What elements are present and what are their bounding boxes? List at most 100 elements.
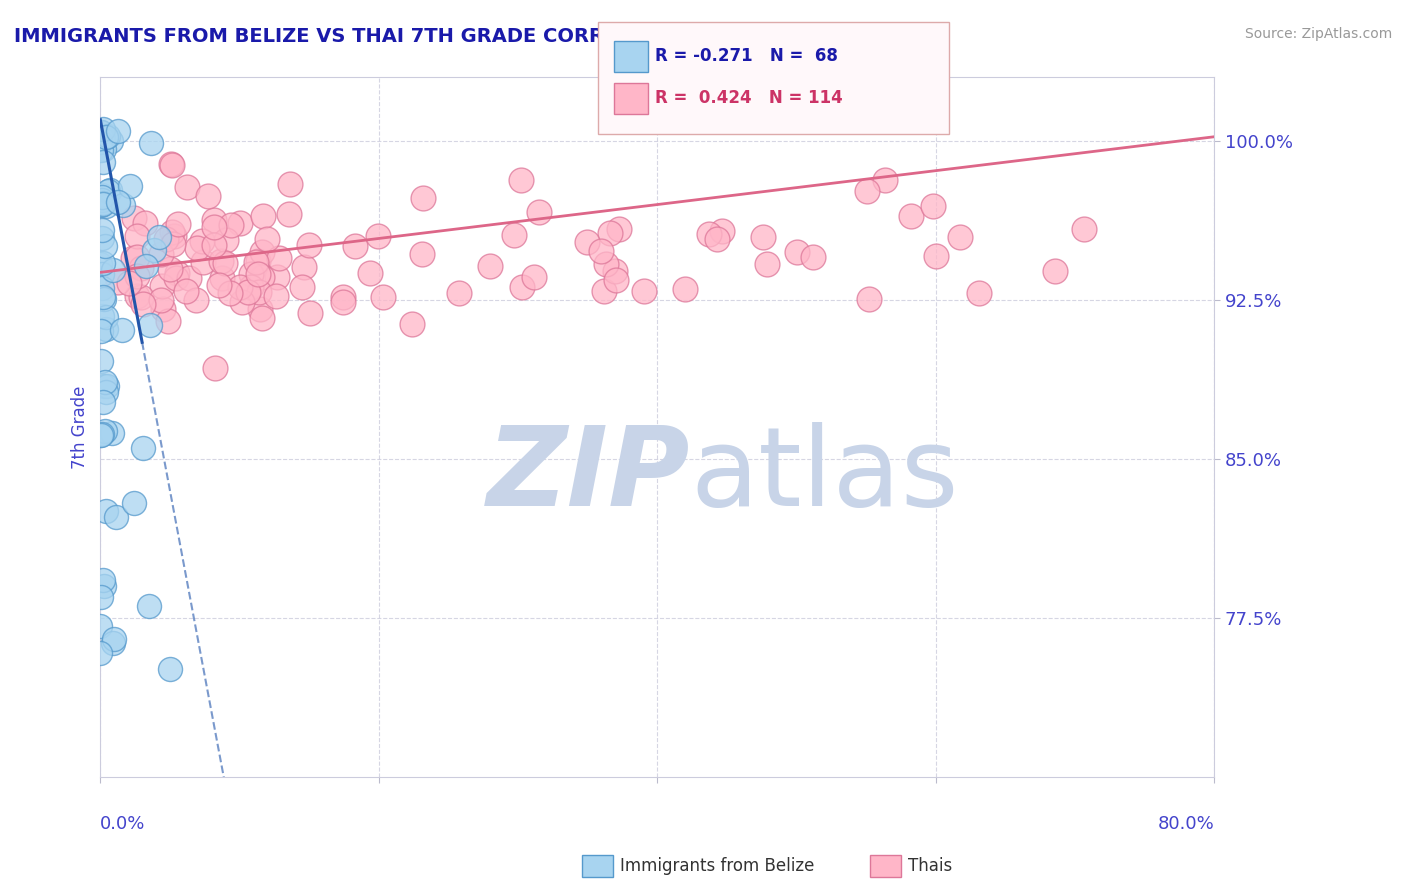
Point [186,242,208,256]
Point [297,238,319,252]
Point [122,496,145,510]
Point [967,285,990,300]
Point [218,286,240,301]
Point [633,284,655,298]
Point [122,211,145,225]
Point [609,222,631,236]
Point [131,261,153,276]
Point [710,225,733,239]
Point [250,270,273,285]
Point [239,268,262,282]
Point [756,257,779,271]
Point [89,618,111,632]
Point [592,284,614,298]
Point [90,223,112,237]
Point [510,173,533,187]
Point [858,292,880,306]
Point [90,124,112,138]
Point [135,259,157,273]
Point [371,290,394,304]
Point [134,216,156,230]
Point [93,142,115,156]
Point [412,191,434,205]
Point [105,509,128,524]
Point [219,219,242,233]
Point [502,228,524,243]
Point [152,301,174,316]
Point [96,504,118,518]
Point [247,253,270,268]
Point [90,309,112,323]
Point [344,239,367,253]
Point [125,269,148,284]
Point [101,425,124,440]
Point [89,427,111,442]
Point [93,379,115,393]
Point [94,322,117,336]
Point [111,198,134,212]
Y-axis label: 7th Grade: 7th Grade [72,385,89,468]
Point [132,297,155,311]
Point [91,196,114,211]
Point [856,184,879,198]
Point [93,292,115,306]
Point [139,136,162,151]
Point [197,189,219,203]
Point [239,279,262,293]
Point [167,217,190,231]
Point [202,238,225,252]
Point [204,361,226,376]
Point [94,384,117,399]
Point [229,280,252,294]
Point [245,255,267,269]
Point [155,232,177,246]
Point [291,279,314,293]
Point [91,131,114,145]
Point [523,270,546,285]
Point [93,578,115,592]
Point [924,249,946,263]
Text: IMMIGRANTS FROM BELIZE VS THAI 7TH GRADE CORRELATION CHART: IMMIGRANTS FROM BELIZE VS THAI 7TH GRADE… [14,27,776,45]
Point [786,244,808,259]
Point [90,188,112,202]
Point [264,288,287,302]
Point [921,199,943,213]
Point [150,293,173,307]
Point [129,290,152,304]
Point [277,207,299,221]
Text: ZIP: ZIP [486,423,690,530]
Point [160,157,183,171]
Point [214,256,236,270]
Point [90,590,112,604]
Point [138,318,160,332]
Point [208,278,231,293]
Point [875,173,897,187]
Text: Immigrants from Belize: Immigrants from Belize [620,857,814,875]
Point [89,647,111,661]
Point [96,198,118,212]
Point [90,194,112,208]
Point [118,178,141,193]
Point [150,279,173,293]
Point [247,285,270,300]
Point [332,294,354,309]
Point [90,197,112,211]
Point [121,251,143,265]
Point [247,267,270,281]
Point [89,324,111,338]
Text: Source: ZipAtlas.com: Source: ZipAtlas.com [1244,27,1392,41]
Point [576,235,599,250]
Point [101,263,124,277]
Point [174,285,197,299]
Point [163,228,186,243]
Text: 80.0%: 80.0% [1157,815,1215,833]
Point [150,247,173,261]
Point [103,632,125,646]
Point [332,290,354,304]
Point [98,183,121,197]
Point [91,395,114,409]
Point [91,280,114,294]
Point [697,227,720,242]
Point [1043,264,1066,278]
Point [160,158,183,172]
